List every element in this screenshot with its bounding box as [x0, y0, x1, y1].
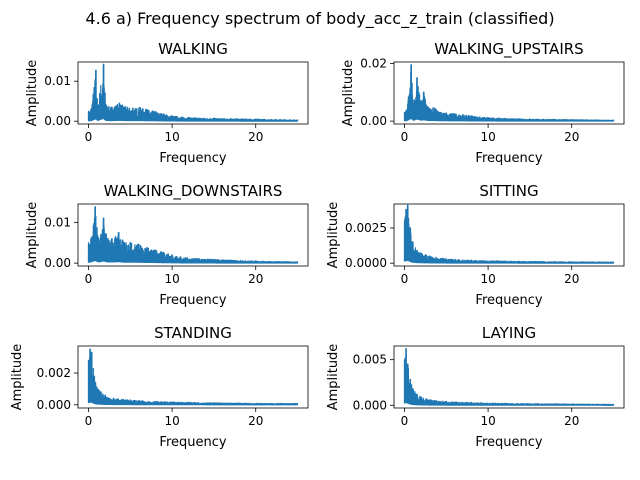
axes-frame	[77, 61, 309, 125]
subplot-title: WALKING	[158, 40, 228, 58]
y-axis-label: Amplitude	[25, 202, 40, 269]
axes-frame	[77, 203, 309, 267]
y-tick-label: 0.002	[37, 366, 71, 380]
x-axis-label: Frequency	[475, 435, 542, 450]
x-axis-label: Frequency	[159, 293, 226, 308]
x-tick-label: 0	[401, 272, 409, 286]
subplot-walking: 0 10 20 0.00 0.01 WALKING Frequency Amplitude	[25, 40, 309, 166]
x-tick-label: 10	[480, 414, 495, 428]
y-tick-label: 0.000	[37, 398, 71, 412]
subplot-title: SITTING	[479, 182, 538, 200]
x-tick-label: 10	[164, 272, 179, 286]
x-tick-label: 0	[85, 414, 93, 428]
series-line	[87, 206, 299, 264]
x-tick-label: 20	[564, 272, 579, 286]
x-tick-label: 0	[401, 130, 409, 144]
subplot-laying: 0 10 20 0.000 0.005 LAYING Frequency Amplitude	[326, 324, 625, 450]
y-axis-label: Amplitude	[326, 344, 341, 411]
x-tick-label: 20	[248, 414, 263, 428]
y-tick-label: 0.0000	[345, 256, 387, 270]
axes-frame	[393, 61, 625, 125]
subplot-grid: 0 10 20 0.00 0.01 WALKING Frequency Amplitude 0 1…	[10, 40, 625, 450]
y-axis-label: Amplitude	[25, 60, 40, 127]
subplot-walking-downstairs: 0 10 20 0.00 0.01 WALKING_DOWNSTAIRS Frequency…	[25, 182, 309, 308]
subplot-walking-upstairs: 0 10 20 0.00 0.02 WALKING_UPSTAIRS Frequency Am…	[341, 40, 625, 166]
y-tick-label: 0.02	[360, 56, 387, 70]
x-tick-label: 10	[480, 130, 495, 144]
x-axis-label: Frequency	[159, 435, 226, 450]
x-tick-label: 20	[564, 414, 579, 428]
x-axis-label: Frequency	[475, 151, 542, 166]
x-tick-label: 0	[85, 130, 93, 144]
x-tick-label: 10	[480, 272, 495, 286]
y-tick-label: 0.01	[44, 74, 71, 88]
y-tick-label: 0.00	[44, 256, 71, 270]
x-tick-label: 0	[401, 414, 409, 428]
y-tick-label: 0.005	[353, 353, 387, 367]
series-line	[403, 204, 615, 264]
axes-frame	[393, 345, 625, 409]
subplot-title: WALKING_DOWNSTAIRS	[104, 182, 283, 201]
x-tick-label: 20	[248, 130, 263, 144]
y-tick-label: 0.000	[353, 398, 387, 412]
series-line	[87, 348, 299, 406]
y-axis-label: Amplitude	[341, 60, 356, 127]
figure-suptitle: 4.6 a) Frequency spectrum of body_acc_z_…	[85, 9, 554, 29]
y-tick-label: 0.0025	[345, 221, 387, 235]
subplot-standing: 0 10 20 0.000 0.002 STANDING Frequency Amplitud…	[10, 324, 309, 450]
subplot-sitting: 0 10 20 0.0000 0.0025 SITTING Frequency Amplitu…	[326, 182, 625, 308]
x-tick-label: 10	[164, 130, 179, 144]
x-axis-label: Frequency	[475, 293, 542, 308]
subplot-title: LAYING	[482, 324, 536, 342]
series-line	[403, 64, 615, 122]
series-line	[403, 348, 615, 406]
x-tick-label: 10	[164, 414, 179, 428]
y-axis-label: Amplitude	[10, 344, 25, 411]
x-tick-label: 20	[564, 130, 579, 144]
x-tick-label: 0	[85, 272, 93, 286]
subplot-title: WALKING_UPSTAIRS	[434, 40, 583, 59]
series-line	[87, 63, 299, 122]
y-axis-label: Amplitude	[326, 202, 341, 269]
x-axis-label: Frequency	[159, 151, 226, 166]
y-tick-label: 0.00	[44, 114, 71, 128]
subplot-title: STANDING	[154, 324, 232, 342]
x-tick-label: 20	[248, 272, 263, 286]
y-tick-label: 0.01	[44, 215, 71, 229]
axes-frame	[77, 345, 309, 409]
axes-frame	[393, 203, 625, 267]
y-tick-label: 0.00	[360, 114, 387, 128]
